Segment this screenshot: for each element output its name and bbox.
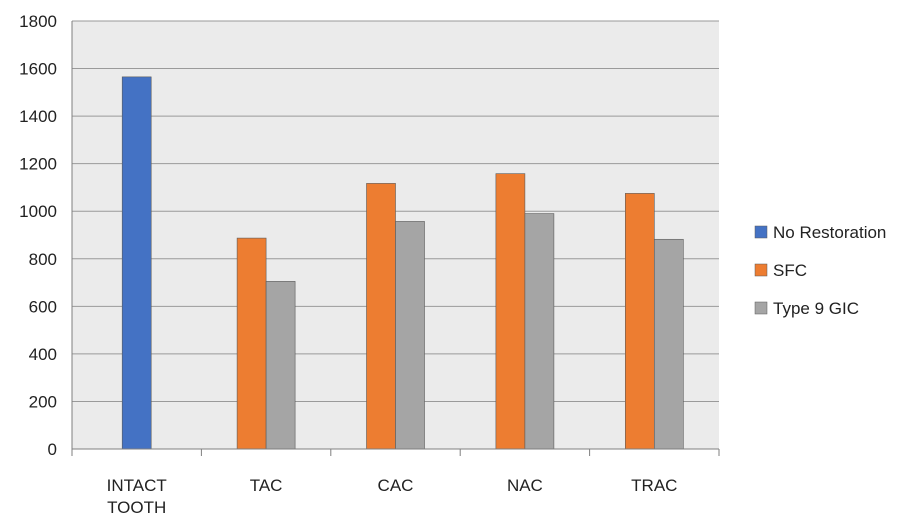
legend-swatch — [754, 225, 768, 239]
x-tick-label-line: TOOTH — [107, 498, 166, 517]
x-tick-label-line: INTACT — [107, 476, 167, 495]
bar-type-9-gic — [524, 213, 555, 450]
y-tick-label: 200 — [29, 392, 57, 411]
bar-type-9-gic — [653, 238, 684, 450]
y-tick-label: 1200 — [19, 155, 57, 174]
bar-type-9-gic — [265, 281, 296, 450]
x-tick-label-line: NAC — [507, 476, 543, 495]
y-tick-label: 1400 — [19, 107, 57, 126]
axes — [71, 21, 720, 456]
x-tick-labels: INTACT TOOTH TAC CAC NAC TRAC — [107, 476, 678, 517]
y-tick-label: 1000 — [19, 202, 57, 221]
legend-label: No Restoration — [773, 223, 886, 242]
legend-label: SFC — [773, 261, 807, 280]
bars — [121, 76, 684, 450]
x-tick-label-line: CAC — [378, 476, 414, 495]
y-tick-label: 1800 — [19, 12, 57, 31]
legend-label: Type 9 GIC — [773, 299, 859, 318]
x-tick-label: TRAC — [631, 476, 677, 495]
y-tick-label: 1600 — [19, 60, 57, 79]
bar-no-restoration — [121, 76, 152, 450]
legend-swatch — [754, 301, 768, 315]
x-tick-label: CAC — [378, 476, 414, 495]
bar-sfc — [366, 183, 396, 450]
bar-sfc — [624, 193, 655, 450]
x-tick-label-line: TAC — [250, 476, 283, 495]
bar-sfc — [495, 173, 526, 450]
y-tick-labels: 0 200 400 600 800 1000 1200 1400 1600 1800 — [19, 12, 57, 459]
y-tick-label: 400 — [29, 345, 57, 364]
legend-swatch — [754, 263, 768, 277]
y-tick-label: 0 — [48, 440, 57, 459]
bar-type-9-gic — [395, 221, 425, 450]
bar-sfc — [236, 237, 267, 450]
y-tick-label: 800 — [29, 250, 57, 269]
legend: No Restoration SFC Type 9 GIC — [754, 223, 886, 318]
x-tick-label: INTACT TOOTH — [107, 476, 167, 517]
x-tick-label: TAC — [250, 476, 283, 495]
y-tick-label: 600 — [29, 297, 57, 316]
x-tick-label: NAC — [507, 476, 543, 495]
x-tick-label-line: TRAC — [631, 476, 677, 495]
